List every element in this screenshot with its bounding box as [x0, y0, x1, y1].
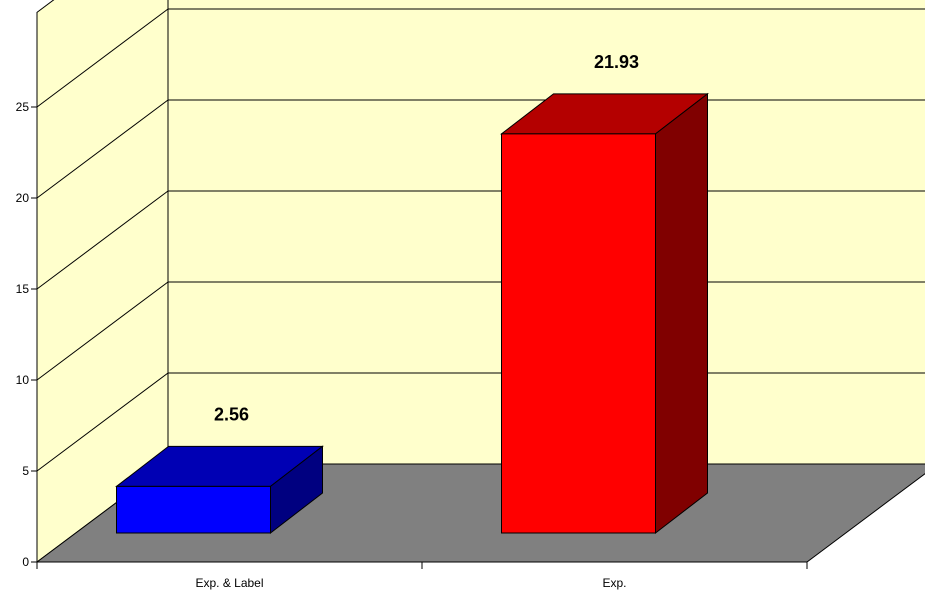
y-tick-label: 20: [16, 191, 30, 205]
y-tick-label: 0: [22, 555, 29, 569]
y-tick-label: 10: [16, 373, 30, 387]
gridline-side: [36, 8, 169, 108]
y-tick-label: 5: [22, 464, 29, 478]
bar: [116, 485, 271, 534]
gridline-side: [36, 372, 169, 472]
data-label: 21.93: [594, 52, 639, 72]
y-tick-label: 25: [16, 100, 30, 114]
bar-side: [655, 92, 708, 535]
labels: 2.56 21.93: [214, 52, 639, 425]
x-tick-label: Exp. & Label: [195, 576, 263, 590]
data-label: 2.56: [214, 404, 249, 424]
gridline-side: [36, 99, 169, 199]
bar: [501, 133, 656, 534]
bars: [115, 92, 709, 535]
gridline-side: [36, 190, 169, 290]
y-tick-label: 15: [16, 282, 30, 296]
gridline-side: [36, 281, 169, 381]
x-tick-label: Exp.: [602, 576, 626, 590]
axes: 0 5 10 15 20 25 Exp. & Label Exp.: [16, 100, 808, 590]
